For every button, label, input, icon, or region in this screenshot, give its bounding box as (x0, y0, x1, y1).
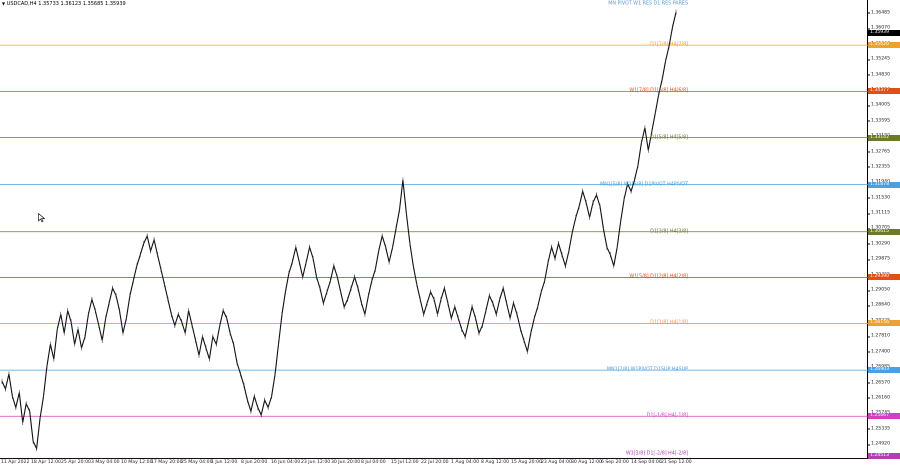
price-tick-label: 1.36070 (868, 25, 890, 31)
level-price-tag-8: 1.26903 (868, 367, 900, 374)
level-price-tag-9: 1.25667 (868, 413, 900, 420)
level-label-1: D1[7/8] H4[7/8] (650, 42, 688, 48)
price-tick-label: 1.34830 (868, 72, 890, 78)
price-tick-label: 1.24920 (868, 441, 890, 447)
price-series-line (1, 12, 677, 451)
time-tick-label: 30 Jun 20:00 (331, 460, 361, 465)
current-price-tag: 1.35939 (868, 30, 900, 37)
level-label-3: D1[5/8] H4[5/8] (650, 135, 688, 140)
time-tick-label: 30 Aug 12:00 (571, 460, 602, 465)
price-tick-label: 1.33595 (868, 118, 890, 124)
price-tick-label: 1.35245 (868, 56, 890, 62)
level-label-5: D1[3/8] H4[3/8] (650, 229, 688, 235)
price-tick-label: 1.29050 (868, 287, 890, 293)
time-tick-label: 11 Apr 2022 (1, 460, 30, 465)
time-tick-label: 21 Sep 12:00 (661, 460, 692, 465)
time-tick-label: 22 Jul 20:00 (421, 460, 449, 465)
price-tick-label: 1.36485 (868, 10, 890, 16)
time-tick-label: 16 Jun 04:00 (271, 460, 301, 465)
level-price-tag-10: 1.24513 (868, 453, 900, 459)
chart-area[interactable]: ▼ USDCAD,H4 1.35733 1.36123 1.35685 1.35… (0, 0, 868, 459)
triangle-down-icon[interactable]: ▼ (2, 1, 6, 6)
mouse-cursor-icon (38, 213, 46, 223)
time-tick-label: 15 Jul 12:00 (391, 460, 419, 465)
price-tick-label: 1.27810 (868, 333, 890, 339)
ohlc-values: 1.35733 1.36123 1.35685 1.35939 (38, 1, 126, 7)
time-tick-label: 6 Sep 20:00 (601, 460, 629, 465)
time-tick-label: 23 Jun 12:00 (301, 460, 331, 465)
price-tick-label: 1.32355 (868, 164, 890, 170)
level-label-4: MN1[5/8] W1[6/8] D1PIVOT H4PIVOT (600, 182, 688, 188)
level-label-9: D1[-1/8] H4[-1/8] (646, 413, 688, 419)
time-tick-label: 14 Sep 04:00 (631, 460, 662, 465)
level-price-tag-3: 1.33142 (868, 134, 900, 141)
symbol-label: USDCAD,H4 (6, 1, 37, 7)
level-price-tag-2: 1.34377 (868, 88, 900, 95)
time-tick-label: 10 May 12:00 (121, 460, 153, 465)
level-label-6: W1[5/8] D1[2/8] H4[2/8] (629, 274, 688, 280)
price-tick-label: 1.31530 (868, 195, 890, 201)
price-tick-label: 1.26160 (868, 395, 890, 401)
price-tick-label: 1.30290 (868, 241, 890, 247)
price-tick-label: 1.27400 (868, 349, 890, 355)
level-label-8: MN1[2/8] W1PIVOT D1SUP H4SUP (606, 367, 688, 373)
time-tick-label: 25 May 04:00 (181, 460, 213, 465)
time-tick-label: 18 Apr 12:00 (31, 460, 61, 465)
price-axis[interactable]: 1.364851.360701.356601.352451.348301.344… (868, 0, 900, 459)
time-tick-label: 17 May 20:00 (151, 460, 183, 465)
time-tick-label: 1 Aug 04:00 (451, 460, 480, 465)
time-tick-label: 8 Jul 04:00 (361, 460, 386, 465)
price-tick-label: 1.29875 (868, 256, 890, 262)
price-chart[interactable] (0, 0, 868, 459)
level-price-tag-1: 1.35620 (868, 42, 900, 49)
level-label-2: W1[7/8] D1[6/8] H4[6/8] (629, 88, 688, 94)
price-tick-label: 1.28640 (868, 302, 890, 308)
level-label-10: W1[3/8] D1[-2/8] H4[-2/8] (625, 451, 688, 457)
level-price-tag-4: 1.31878 (868, 181, 900, 188)
level-price-tag-6: 1.29390 (868, 274, 900, 281)
time-tick-label: 8 Aug 12:00 (481, 460, 510, 465)
level-label-7: D1[1/8] H4[1/8] (650, 320, 688, 326)
level-label-0: MN PIVOT W1 RES D1 RES PARES (608, 1, 688, 7)
price-tick-label: 1.26570 (868, 380, 890, 386)
time-tick-label: 8 Jun 20:00 (241, 460, 268, 465)
time-tick-label: 25 Apr 20:00 (61, 460, 91, 465)
price-tick-label: 1.34005 (868, 102, 890, 108)
symbol-header: ▼ USDCAD,H4 1.35733 1.36123 1.35685 1.35… (2, 1, 126, 7)
level-price-tag-5: 1.30615 (868, 228, 900, 235)
level-price-tag-7: 1.28156 (868, 320, 900, 327)
time-axis[interactable]: 11 Apr 2022 18 Apr 12:00 25 Apr 20:00 3 May… (0, 459, 868, 468)
time-tick-label: 3 May 04:00 (91, 460, 120, 465)
price-tick-label: 1.32765 (868, 149, 890, 155)
time-tick-label: 23 Aug 04:00 (541, 460, 572, 465)
price-tick-label: 1.25335 (868, 426, 890, 432)
time-tick-label: 1 Jun 12:00 (211, 460, 238, 465)
price-tick-label: 1.31115 (868, 210, 890, 216)
time-tick-label: 15 Aug 20:00 (511, 460, 542, 465)
